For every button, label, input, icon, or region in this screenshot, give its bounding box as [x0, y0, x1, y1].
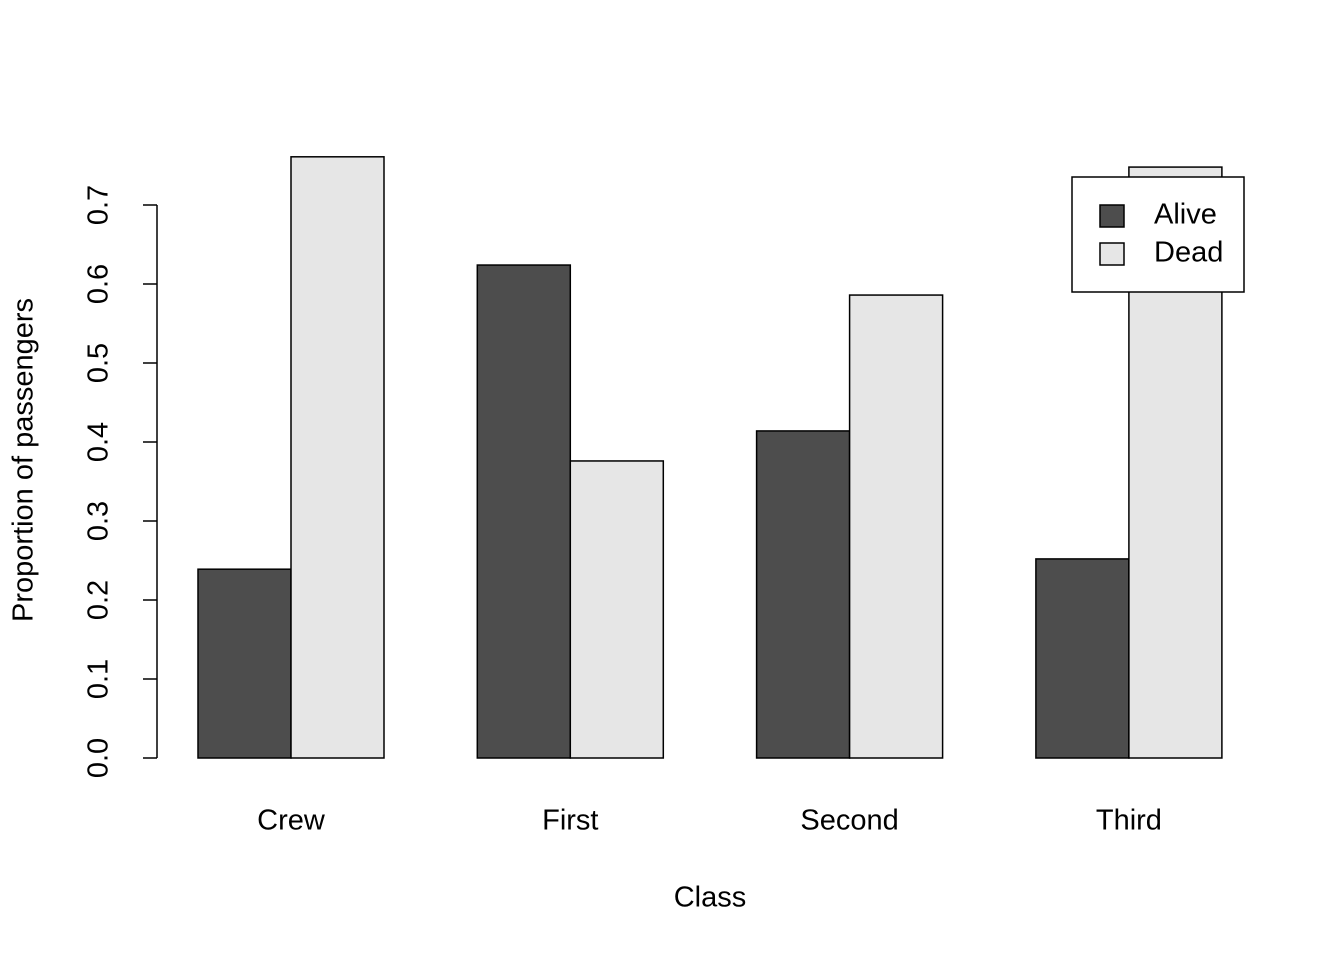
legend-swatch	[1099, 242, 1125, 266]
legend-label: Alive	[1154, 199, 1217, 231]
x-tick-label: Crew	[257, 805, 326, 837]
y-tick-label: 0.3	[83, 501, 115, 541]
bar	[197, 568, 292, 759]
y-tick-label: 0.4	[83, 422, 115, 462]
bar	[569, 460, 665, 759]
bar	[476, 264, 572, 759]
y-tick-label: 0.5	[83, 343, 115, 383]
y-tick-label: 0.2	[83, 580, 115, 620]
bar	[848, 294, 944, 759]
legend-box	[1071, 176, 1245, 293]
x-axis-label: Class	[674, 882, 747, 914]
x-tick-label: Second	[800, 805, 898, 837]
y-tick-label: 0.0	[83, 738, 115, 778]
bar	[290, 156, 385, 759]
y-tick-label: 0.6	[83, 264, 115, 304]
y-axis-label: Proportion of passengers	[8, 298, 40, 622]
bar	[755, 430, 851, 759]
x-tick-label: First	[542, 805, 598, 837]
y-tick-label: 0.7	[83, 185, 115, 225]
legend-label: Dead	[1154, 237, 1223, 269]
y-tick-label: 0.1	[83, 659, 115, 699]
legend-swatch	[1099, 204, 1125, 228]
x-tick-label: Third	[1096, 805, 1162, 837]
bar	[1035, 558, 1130, 759]
